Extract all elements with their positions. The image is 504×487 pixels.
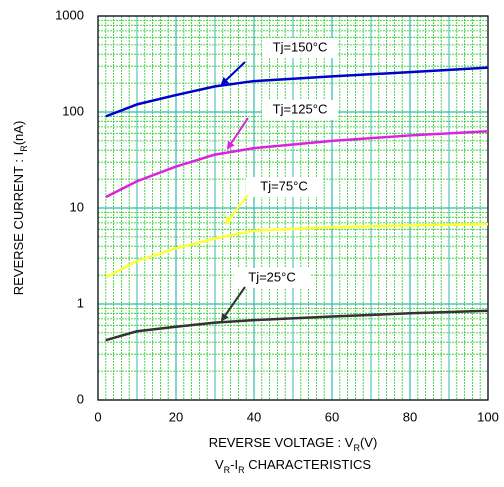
subtitle-part: CHARACTERISTICS	[245, 457, 372, 472]
series-label: Tj=75°C	[260, 178, 307, 193]
x-title-sub: R	[353, 443, 360, 453]
x-tick-label: 100	[477, 409, 499, 424]
x-tick-label: 0	[94, 409, 101, 424]
series-line	[105, 130, 489, 199]
label-box	[246, 177, 322, 197]
series-label: Tj=25°C	[248, 269, 295, 284]
y-title-part: REVERSE CURRENT : I	[11, 152, 26, 296]
series-line	[105, 66, 489, 118]
label-box	[234, 268, 310, 288]
y-tick-label: 1000	[55, 7, 84, 22]
annotation-arrow	[224, 194, 249, 225]
x-tick-label: 20	[169, 409, 183, 424]
annotation-arrow	[220, 61, 246, 86]
y-tick-label: 100	[62, 103, 84, 118]
plot-frame	[97, 15, 489, 401]
x-tick-label: 80	[403, 409, 417, 424]
x-tick-label: 60	[325, 409, 339, 424]
annotation-arrow	[220, 286, 246, 322]
subtitle: VR-IR CHARACTERISTICS	[215, 457, 371, 475]
y-axis-title: REVERSE CURRENT : IR(nA)	[11, 121, 29, 296]
label-box	[262, 100, 338, 120]
x-tick-label: 40	[247, 409, 261, 424]
series-line	[105, 222, 489, 279]
subtitle-sub: R	[224, 465, 231, 475]
series-label: Tj=125°C	[273, 101, 328, 116]
label-box	[262, 38, 338, 58]
x-title-part: REVERSE VOLTAGE : V	[209, 435, 354, 450]
y-title-sub: R	[19, 145, 29, 152]
x-axis-title: REVERSE VOLTAGE : VR(V)	[209, 435, 378, 453]
subtitle-part: V	[215, 457, 224, 472]
y-tick-label: 1	[77, 295, 84, 310]
subtitle-sub: R	[238, 465, 245, 475]
annotation-arrow	[226, 117, 249, 150]
subtitle-part: -I	[230, 457, 238, 472]
series-label: Tj=150°C	[273, 39, 328, 54]
y-title-part: (nA)	[11, 121, 26, 146]
y-tick-label: 10	[70, 199, 84, 214]
x-title-part: (V)	[360, 435, 377, 450]
y-tick-label: 0	[77, 391, 84, 406]
series-line	[105, 309, 489, 342]
